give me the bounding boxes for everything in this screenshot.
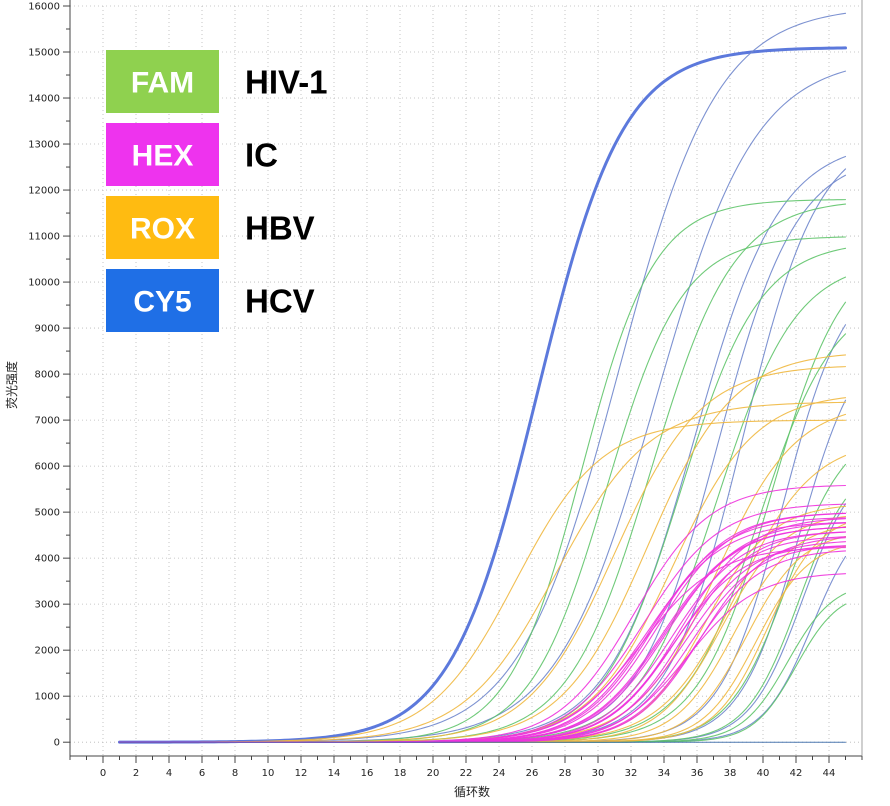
legend-target-label: HCV [245, 283, 315, 320]
x-tick-label: 32 [625, 768, 638, 779]
legend-dye-label: HEX [132, 140, 194, 173]
legend-dye-label: ROX [130, 213, 195, 246]
x-tick-label: 0 [100, 768, 106, 779]
y-tick-label: 12000 [28, 186, 60, 197]
legend-dye-label: CY5 [133, 286, 191, 319]
x-tick-label: 38 [724, 768, 737, 779]
legend-swatch-cy5 [106, 269, 219, 332]
x-tick-label: 44 [823, 768, 836, 779]
y-tick-label: 5000 [35, 508, 60, 519]
legend-target-label: HBV [245, 210, 315, 247]
x-tick-label: 22 [460, 768, 473, 779]
legend-target-label: HIV-1 [245, 64, 328, 101]
x-tick-label: 18 [394, 768, 407, 779]
legend-swatch-hex [106, 123, 219, 186]
x-tick-label: 42 [790, 768, 803, 779]
legend-target-label: IC [245, 137, 278, 174]
y-axis-title: 荧光强度 [4, 361, 19, 409]
axis-layer: 0 2 4 6 8 10 12 14 16 18 20 22 24 26 28 30 32 34 36 38 40 42 4… [28, 0, 863, 779]
y-tick-label: 13000 [28, 140, 60, 151]
y-tick-label: 3000 [35, 600, 60, 611]
x-tick-label: 6 [199, 768, 205, 779]
x-tick-label: 28 [559, 768, 572, 779]
x-tick-label: 24 [493, 768, 506, 779]
x-tick-label: 14 [328, 768, 341, 779]
x-tick-label: 4 [166, 768, 172, 779]
x-tick-label: 26 [526, 768, 539, 779]
x-axis-title: 循环数 [454, 784, 490, 799]
legend-swatch-fam [106, 50, 219, 113]
x-tick-label: 34 [658, 768, 671, 779]
y-tick-label: 6000 [35, 462, 60, 473]
x-tick-label: 36 [691, 768, 704, 779]
x-tick-label: 8 [232, 768, 238, 779]
x-tick-label: 12 [295, 768, 308, 779]
y-tick-label: 8000 [35, 370, 60, 381]
x-tick-label: 16 [361, 768, 374, 779]
y-tick-label: 11000 [28, 232, 60, 243]
legend: FAM HIV-1 HEX IC ROX HBV CY5 HCV [106, 50, 328, 332]
series-layer [118, 12, 847, 744]
x-tick-label: 20 [427, 768, 440, 779]
x-tick-label: 30 [592, 768, 605, 779]
y-tick-label: 16000 [28, 2, 60, 13]
legend-dye-label: FAM [131, 67, 194, 100]
x-tick-label: 40 [757, 768, 770, 779]
legend-swatch-rox [106, 196, 219, 259]
x-tick-label: 2 [133, 768, 139, 779]
x-tick-label: 10 [262, 768, 275, 779]
y-tick-label: 9000 [35, 324, 60, 335]
y-tick-label: 0 [54, 738, 60, 749]
y-tick-label: 1000 [35, 692, 60, 703]
y-tick-label: 14000 [28, 94, 60, 105]
y-tick-label: 7000 [35, 416, 60, 427]
y-tick-label: 10000 [28, 278, 60, 289]
y-tick-label: 2000 [35, 646, 60, 657]
y-tick-label: 15000 [28, 48, 60, 59]
y-tick-label: 4000 [35, 554, 60, 565]
